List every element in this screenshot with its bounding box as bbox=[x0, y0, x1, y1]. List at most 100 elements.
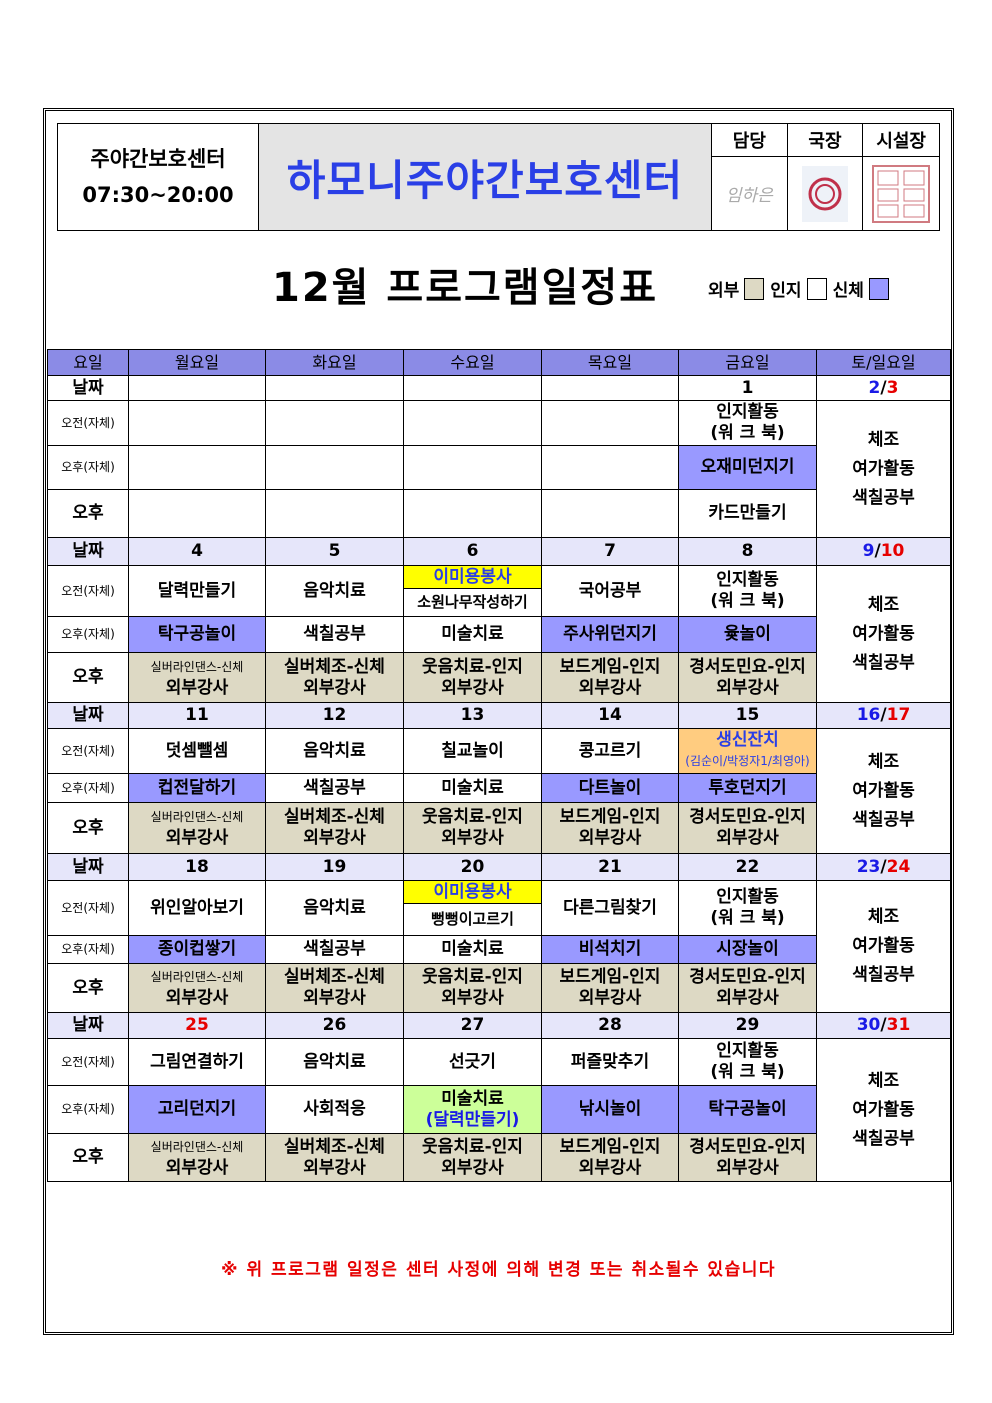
activity-text: 실버체조-신체 bbox=[284, 656, 385, 677]
activity-text: 퍼즐맞추기 bbox=[570, 1051, 650, 1072]
date-row: 날짜 25 26 27 28 29 30/31 bbox=[47, 1012, 951, 1039]
activity-cell: 덧셈뺄셈 bbox=[128, 728, 266, 774]
activity-cell bbox=[128, 489, 266, 538]
activity-text: 미술치료 bbox=[441, 777, 504, 798]
date-cell: 25 bbox=[128, 1012, 266, 1039]
activity-cell: 음악치료 bbox=[265, 1038, 404, 1086]
activity-cell bbox=[403, 400, 542, 446]
approval-role: 담당 bbox=[712, 124, 788, 157]
activity-text: 미술치료 bbox=[441, 624, 504, 644]
activity-text: 다트놀이 bbox=[578, 777, 642, 798]
row-label-pm: 오후(자체) bbox=[47, 1085, 129, 1134]
activity-cell: 달력만들기 bbox=[128, 565, 266, 617]
activity-text: 외부강사 bbox=[303, 828, 366, 848]
slot-row-am: 오전(자체) 달력만들기 음악치료 이미용봉사 소원나무작성하기 국어공부 인지활동 (워 크… bbox=[47, 565, 951, 703]
legend-label: 외부 bbox=[708, 281, 740, 301]
saturday-date: 9 bbox=[862, 541, 875, 561]
activity-cell: 인지활동 (워 크 북) bbox=[678, 1038, 817, 1086]
activity-cell: 실버체조-신체 외부강사 bbox=[265, 652, 404, 703]
weekend-activity: 색칠공부 bbox=[852, 965, 915, 985]
slot-row-am: 오전(자체) 덧셈뺄셈 음악치료 칠교놀이 콩고르기 생신잔치 (김순이/박정자1/최영아)… bbox=[47, 728, 951, 854]
activity-text: 실버체조-신체 bbox=[284, 967, 385, 987]
slot-row-aft: 오후 실버라인댄스-신체 외부강사 실버체조-신체 외부강사 웃음치료-인지 외부강사 보드게… bbox=[47, 1133, 951, 1182]
activity-text: 외부강사 bbox=[165, 677, 229, 698]
activity-text: 음악치료 bbox=[303, 897, 366, 918]
activity-cell: 위인알아보기 bbox=[128, 880, 266, 936]
date-cell: 27 bbox=[403, 1012, 542, 1039]
activity-text: 사회적응 bbox=[303, 1099, 366, 1119]
row-label-date: 날짜 bbox=[47, 537, 129, 566]
date-cell: 28 bbox=[541, 1012, 679, 1039]
activity-text: 색칠공부 bbox=[303, 624, 366, 644]
activity-cell bbox=[128, 400, 266, 446]
activity-cell: 음악치료 bbox=[265, 728, 404, 774]
activity-text: (워 크 북) bbox=[710, 1062, 785, 1082]
activity-cell: 국어공부 bbox=[541, 565, 679, 617]
activity-cell: 낚시놀이 bbox=[541, 1085, 679, 1134]
activity-cell bbox=[541, 445, 679, 490]
row-label-pm: 오후(자체) bbox=[47, 445, 129, 490]
legend-swatch-external bbox=[744, 277, 765, 300]
weekend-activity: 체조 bbox=[867, 429, 900, 450]
sunday-date: 3 bbox=[886, 377, 899, 398]
activity-text: 웃음치료-인지 bbox=[422, 807, 523, 827]
activity-cell: 웃음치료-인지 외부강사 bbox=[403, 802, 542, 854]
slot-row-am: 오전(자체) 위인알아보기 음악치료 이미용봉사 뻥뻥이고르기 다른그림찾기 인지활동 (워 … bbox=[47, 880, 951, 1013]
activity-text: 탁구공놀이 bbox=[157, 624, 237, 644]
row-label-aft: 오후 bbox=[47, 652, 129, 703]
activity-text: 웃음치료-인지 bbox=[422, 656, 523, 677]
weekend-activity: 체조 bbox=[867, 594, 900, 615]
weekend-activity: 여가활동 bbox=[852, 936, 915, 956]
activity-cell: 보드게임-인지 외부강사 bbox=[541, 802, 679, 854]
saturday-date: 16 bbox=[856, 705, 881, 725]
activity-text: 달력만들기 bbox=[157, 580, 237, 601]
saturday-date: 23 bbox=[856, 856, 881, 877]
legend: 외부 인지 신체 bbox=[708, 276, 895, 301]
activity-text: 경서도민요-인지 bbox=[689, 656, 806, 677]
date-cell: 8 bbox=[678, 537, 817, 566]
activity-cell: 윷놀이 bbox=[678, 616, 817, 653]
operating-hours: 07:30~20:00 bbox=[82, 183, 234, 207]
date-cell: 18 bbox=[128, 853, 266, 881]
activity-cell: 종이컵쌓기 bbox=[128, 935, 266, 964]
activity-cell: 미술치료 bbox=[403, 616, 542, 653]
column-header: 목요일 bbox=[541, 349, 679, 376]
date-separator: / bbox=[880, 377, 887, 398]
volunteer-badge: 이미용봉사 bbox=[404, 881, 541, 904]
activity-text: 음악치료 bbox=[303, 1051, 366, 1072]
date-row: 날짜 18 19 20 21 22 23/24 bbox=[47, 853, 951, 881]
activity-text: 외부강사 bbox=[303, 988, 366, 1008]
activity-text: 고리던지기 bbox=[157, 1099, 237, 1119]
slot-row-aft: 오후 실버라인댄스-신체 외부강사 실버체조-신체 외부강사 웃음치료-인지 외부강사 보드게… bbox=[47, 802, 951, 854]
date-separator: / bbox=[880, 856, 887, 877]
activity-cell: 미술치료 (달력만들기) bbox=[403, 1085, 542, 1134]
activity-cell: 경서도민요-인지 외부강사 bbox=[678, 1133, 817, 1182]
date-row: 날짜 11 12 13 14 15 16/17 bbox=[47, 702, 951, 729]
row-label-aft: 오후 bbox=[47, 1133, 129, 1182]
activity-text: 외부강사 bbox=[165, 988, 229, 1008]
stamp-box bbox=[863, 157, 939, 230]
activity-text: 외부강사 bbox=[441, 1157, 504, 1178]
activity-cell: 탁구공놀이 bbox=[678, 1085, 817, 1134]
activity-text: 웃음치료-인지 bbox=[422, 967, 523, 987]
activity-text: 외부강사 bbox=[303, 677, 366, 698]
column-header: 화요일 bbox=[265, 349, 404, 376]
date-cell: 21 bbox=[541, 853, 679, 881]
activity-cell: 실버체조-신체 외부강사 bbox=[265, 1133, 404, 1182]
activity-cell: 음악치료 bbox=[265, 880, 404, 936]
page-frame bbox=[43, 108, 954, 1335]
row-label-date: 날짜 bbox=[47, 1012, 129, 1039]
slot-row-pm: 오후(자체) 고리던지기 사회적응 미술치료 (달력만들기) 낚시놀이 탁구공놀이 bbox=[47, 1085, 951, 1134]
date-cell: 1 bbox=[678, 375, 817, 401]
activity-text: 음악치료 bbox=[303, 740, 366, 761]
date-separator: / bbox=[880, 1015, 887, 1035]
activity-text: 투호던지기 bbox=[708, 777, 787, 798]
activity-text: 외부강사 bbox=[578, 677, 642, 698]
column-header: 요일 bbox=[47, 349, 129, 376]
activity-cell: 실버라인댄스-신체 외부강사 bbox=[128, 802, 266, 854]
activity-cell: 선긋기 bbox=[403, 1038, 542, 1086]
date-cell bbox=[265, 375, 404, 401]
activity-text: 웃음치료-인지 bbox=[422, 1136, 523, 1157]
activity-cell: 비석치기 bbox=[541, 935, 679, 964]
activity-text: 뻥뻥이고르기 bbox=[431, 910, 514, 928]
